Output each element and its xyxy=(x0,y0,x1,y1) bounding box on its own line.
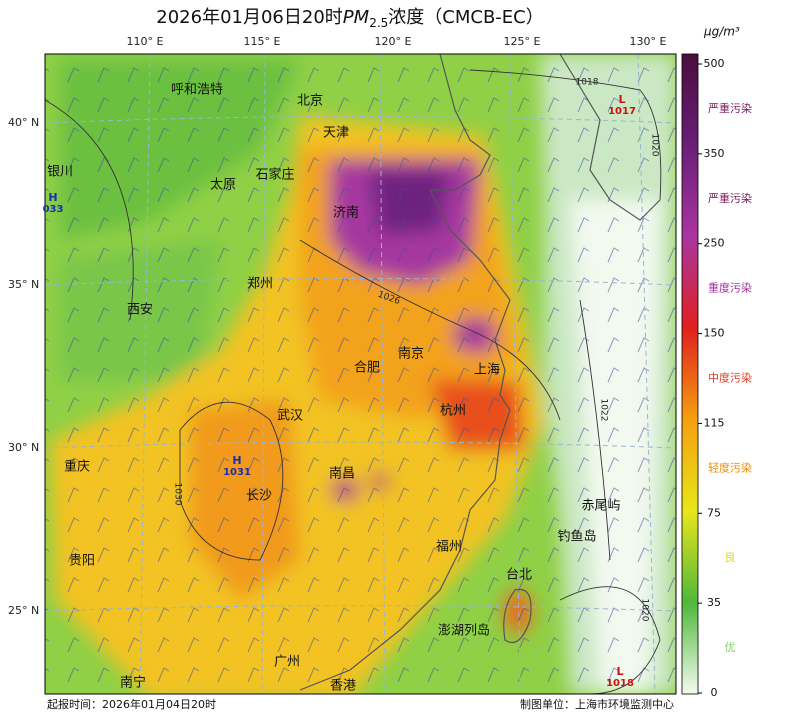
colorbar-tick-label: 0 xyxy=(711,686,718,699)
longitude-label: 120° E xyxy=(375,35,412,48)
isobar-label: 1020 xyxy=(640,599,650,622)
city-label: 南宁 xyxy=(120,675,146,691)
colorbar xyxy=(681,53,699,695)
isobar-label: 1020 xyxy=(650,134,660,157)
title-date: 2026年01月06日20时 xyxy=(156,7,343,28)
colorbar-tick-label: 35 xyxy=(707,596,721,609)
latitude-label: 40° N xyxy=(8,116,39,129)
pressure-value: 1031 xyxy=(223,467,251,478)
colorbar-tick-label: 250 xyxy=(704,237,725,250)
longitude-label: 125° E xyxy=(504,35,541,48)
city-label: 呼和浩特 xyxy=(171,83,223,98)
city-label: 北京 xyxy=(297,94,323,109)
map xyxy=(45,54,676,694)
colorbar-unit: μg/m³ xyxy=(703,25,740,39)
latitude-label: 25° N xyxy=(8,604,39,617)
isobar-label: 1022 xyxy=(599,399,609,422)
isobar-label: 1030 xyxy=(173,483,183,506)
city-label: 香港 xyxy=(330,679,356,694)
isobar-label: 1018 xyxy=(576,78,599,88)
pressure-type: H xyxy=(232,454,241,467)
city-label: 钓鱼岛 xyxy=(557,529,596,545)
city-label: 长沙 xyxy=(246,489,272,504)
city-label: 合肥 xyxy=(354,361,380,376)
colorbar-tick-label: 75 xyxy=(707,506,721,519)
colorbar-level: 严重污染 xyxy=(708,191,752,205)
city-label: 石家庄 xyxy=(255,167,294,183)
city-label: 赤尾屿 xyxy=(581,499,620,514)
city-label: 天津 xyxy=(323,126,349,141)
colorbar-level: 重度污染 xyxy=(708,281,752,295)
city-label: 澎湖列岛 xyxy=(438,623,490,639)
longitude-label: 130° E xyxy=(630,35,667,48)
city-label: 济南 xyxy=(333,205,359,221)
latitude-label: 35° N xyxy=(8,278,39,291)
pressure-value: 1018 xyxy=(606,678,634,689)
city-label: 银川 xyxy=(47,165,73,180)
pressure-type: L xyxy=(618,93,625,106)
colorbar-level: 中度污染 xyxy=(708,371,752,385)
city-label: 南昌 xyxy=(329,466,355,482)
pressure-type: H xyxy=(48,191,57,204)
city-label: 武汉 xyxy=(277,409,303,424)
colorbar-level: 良 xyxy=(725,550,736,564)
pressure-type: L xyxy=(616,665,623,678)
title: 2026年01月06日20时PM2.5浓度（CMCB-EC） xyxy=(156,7,543,30)
city-label: 台北 xyxy=(506,568,532,583)
title-suffix: 浓度（CMCB-EC） xyxy=(388,7,543,28)
issue-time: 起报时间：2026年01月04日20时 xyxy=(47,697,216,711)
city-label: 郑州 xyxy=(247,277,273,292)
colorbar-tick-label: 350 xyxy=(704,147,725,160)
city-label: 太原 xyxy=(210,178,236,193)
longitude-label: 110° E xyxy=(127,35,164,48)
city-label: 重庆 xyxy=(64,459,90,475)
city-label: 广州 xyxy=(274,655,300,670)
city-label: 西安 xyxy=(127,303,153,318)
longitude-label: 115° E xyxy=(244,35,281,48)
city-label: 上海 xyxy=(474,363,500,378)
map-frame xyxy=(44,53,677,695)
city-label: 杭州 xyxy=(440,404,466,419)
pressure-value: 1017 xyxy=(608,106,636,117)
city-label: 福州 xyxy=(436,540,462,555)
colorbar-level: 轻度污染 xyxy=(708,460,752,474)
colorbar-tick-label: 500 xyxy=(704,57,725,70)
colorbar-level: 优 xyxy=(725,641,736,654)
title-subscript: 2.5 xyxy=(369,16,388,30)
colorbar-tick-label: 150 xyxy=(704,327,725,340)
title-pollutant: PM xyxy=(343,7,370,28)
city-label: 贵阳 xyxy=(69,554,95,569)
colorbar-level: 严重污染 xyxy=(708,101,752,115)
colorbar-tick-label: 115 xyxy=(704,416,725,429)
pressure-value: 033 xyxy=(43,204,64,215)
producer: 制图单位：上海市环境监测中心 xyxy=(520,697,674,711)
latitude-label: 30° N xyxy=(8,441,39,454)
city-label: 南京 xyxy=(398,346,424,362)
